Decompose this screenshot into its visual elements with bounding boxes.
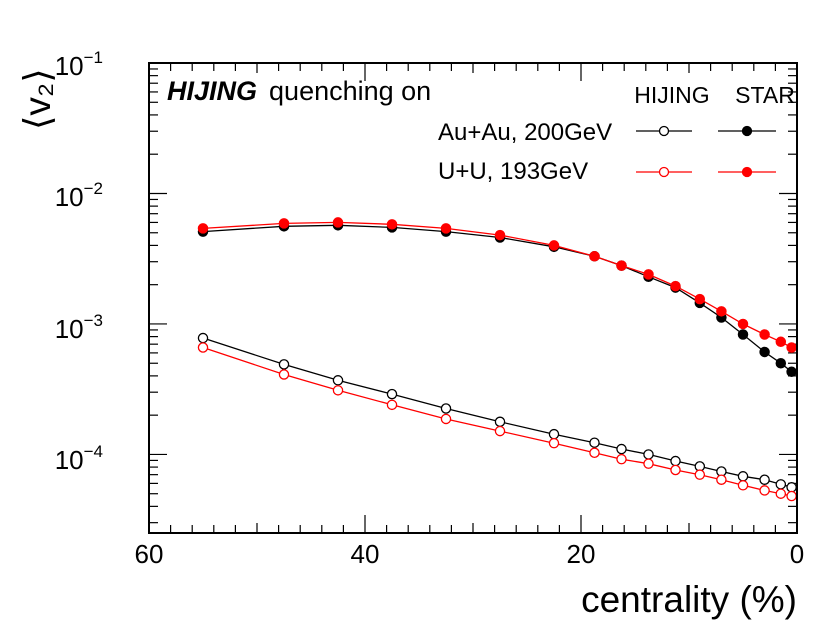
data-point (589, 437, 600, 448)
x-tick-label: 60 (135, 539, 164, 569)
legend-label-uu: U+U, 193GeV (438, 158, 588, 185)
data-point (440, 223, 452, 234)
legend-header-star: STAR (735, 82, 795, 108)
data-point (332, 385, 344, 396)
series-layer (197, 217, 797, 502)
x-tick-labels: 60 40 20 0 (135, 539, 805, 569)
data-point (786, 482, 797, 493)
y-tick-label: 10−3 (55, 311, 103, 344)
legend-marker-auau-hijing (658, 125, 670, 137)
data-point (786, 342, 797, 353)
data-point (589, 251, 600, 262)
y-tick-label: 10−2 (55, 179, 103, 212)
data-point (616, 453, 627, 465)
data-point (494, 416, 506, 428)
data-point (737, 471, 749, 482)
data-point (440, 413, 452, 425)
data-point (332, 375, 344, 386)
data-point (197, 332, 209, 344)
data-point (548, 437, 560, 449)
data-point (716, 306, 727, 317)
data-point (616, 443, 627, 455)
data-point (694, 293, 706, 305)
data-point (737, 480, 749, 491)
data-point (786, 490, 797, 502)
data-point (386, 399, 398, 411)
legend: HIJING STAR Au+Au, 200GeV U+U, 193GeV (438, 82, 795, 185)
data-point (775, 336, 787, 348)
legend-header-hijing: HIJING (634, 82, 709, 108)
data-point (494, 425, 506, 437)
data-point (386, 219, 398, 230)
data-point (332, 217, 344, 228)
data-point (759, 485, 770, 496)
data-point (737, 318, 749, 330)
legend-marker-auau-star (741, 125, 753, 137)
data-point (548, 240, 560, 251)
legend-marker-uu-hijing (658, 166, 670, 178)
minor-ticks (149, 63, 797, 533)
data-point (670, 455, 681, 467)
data-point (440, 403, 452, 414)
x-tick-label: 0 (790, 539, 804, 569)
data-point (278, 359, 290, 370)
x-axis-title: centrality (%) (581, 579, 797, 620)
data-point (759, 346, 770, 358)
data-point (786, 366, 797, 378)
data-point (775, 479, 787, 490)
data-point (197, 223, 209, 234)
data-point (616, 260, 627, 271)
y-axis-title: ⟨v₂⟩ (17, 68, 58, 130)
data-point (759, 474, 770, 485)
data-point (670, 464, 681, 476)
y-tick-labels: 10−1 10−2 10−3 10−4 (55, 48, 103, 475)
data-point (548, 428, 560, 440)
data-point (737, 329, 749, 340)
data-point (494, 229, 506, 241)
data-point (670, 280, 681, 292)
data-point (278, 218, 290, 229)
data-point (643, 458, 654, 469)
data-point (716, 474, 727, 485)
data-point (775, 488, 787, 499)
data-point (386, 388, 398, 400)
data-point (197, 342, 209, 353)
data-point (694, 469, 706, 480)
data-point (775, 357, 787, 369)
data-point (643, 449, 654, 460)
data-point (643, 269, 654, 280)
x-tick-label: 20 (567, 539, 596, 569)
data-point (759, 329, 770, 340)
legend-label-auau: Au+Au, 200GeV (438, 119, 612, 146)
model-annotation: HIJING quenching on (167, 76, 431, 106)
data-point (278, 369, 290, 380)
data-point (589, 447, 600, 459)
x-tick-label: 40 (351, 539, 380, 569)
plot-frame (148, 62, 798, 534)
y-tick-label: 10−4 (55, 442, 103, 475)
y-tick-label: 10−1 (55, 48, 103, 81)
legend-marker-uu-star (741, 166, 753, 178)
